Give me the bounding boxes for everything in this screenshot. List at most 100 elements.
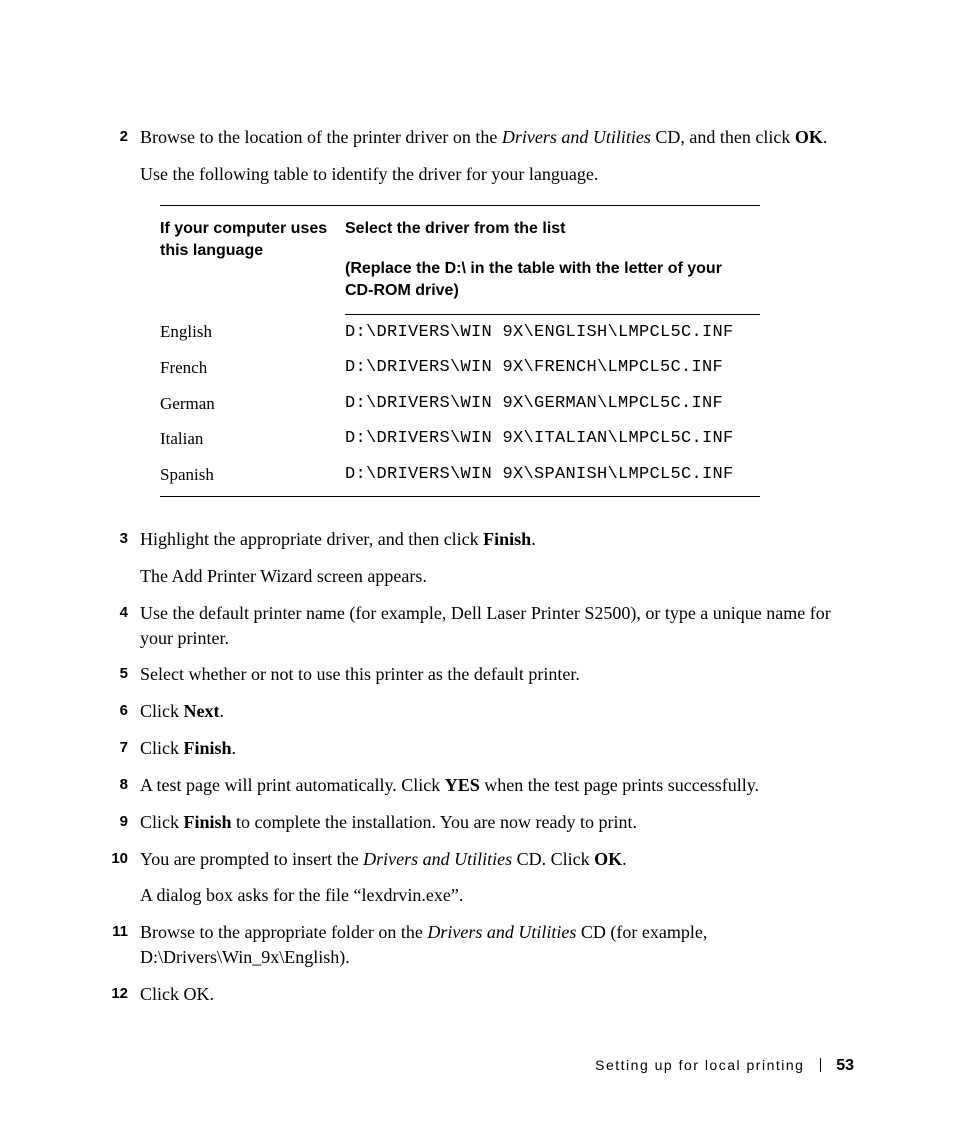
step-number: 5 — [100, 662, 128, 682]
step-number: 7 — [100, 736, 128, 756]
cd-title: Drivers and Utilities — [363, 849, 512, 869]
table-row: English D:\DRIVERS\WIN 9X\ENGLISH\LMPCL5… — [160, 314, 760, 350]
table-row: Spanish D:\DRIVERS\WIN 9X\SPANISH\LMPCL5… — [160, 457, 760, 497]
step-10-paragraph-2: A dialog box asks for the file “lexdrvin… — [140, 883, 854, 908]
lang-cell: English — [160, 314, 345, 350]
text: Click — [140, 701, 184, 721]
lang-cell: Spanish — [160, 457, 345, 497]
driver-table: If your computer uses this language Sele… — [160, 205, 760, 498]
step-5: 5 Select whether or not to use this prin… — [100, 662, 854, 687]
step-body: Click Next. — [140, 699, 854, 724]
text: Click — [140, 738, 184, 758]
text: . — [232, 738, 237, 758]
step-8-paragraph-1: A test page will print automatically. Cl… — [140, 773, 854, 798]
step-body: Use the default printer name (for exampl… — [140, 601, 854, 651]
yes-label: YES — [445, 775, 480, 795]
step-4-paragraph-1: Use the default printer name (for exampl… — [140, 601, 854, 651]
col-header-driver-note: (Replace the D:\ in the table with the l… — [345, 250, 760, 315]
step-7-paragraph-1: Click Finish. — [140, 736, 854, 761]
text: Browse to the location of the printer dr… — [140, 127, 502, 147]
text: CD, and then click — [651, 127, 795, 147]
step-number: 2 — [100, 125, 128, 145]
finish-label: Finish — [184, 738, 232, 758]
step-2-paragraph-2: Use the following table to identify the … — [140, 162, 854, 187]
step-9: 9 Click Finish to complete the installat… — [100, 810, 854, 835]
step-number: 12 — [100, 982, 128, 1002]
next-label: Next — [184, 701, 220, 721]
text: . — [823, 127, 828, 147]
step-body: Click OK. — [140, 982, 854, 1007]
step-2-paragraph-1: Browse to the location of the printer dr… — [140, 125, 854, 150]
text: when the test page prints successfully. — [480, 775, 759, 795]
step-3-paragraph-1: Highlight the appropriate driver, and th… — [140, 527, 854, 552]
col-header-driver: Select the driver from the list — [345, 205, 760, 250]
step-6: 6 Click Next. — [100, 699, 854, 724]
step-9-paragraph-1: Click Finish to complete the installatio… — [140, 810, 854, 835]
lang-cell: Italian — [160, 421, 345, 456]
step-body: Click Finish to complete the installatio… — [140, 810, 854, 835]
cd-title: Drivers and Utilities — [502, 127, 651, 147]
step-number: 3 — [100, 527, 128, 547]
text: . — [531, 529, 536, 549]
step-body: You are prompted to insert the Drivers a… — [140, 847, 854, 909]
step-number: 9 — [100, 810, 128, 830]
text: . — [219, 701, 224, 721]
ok-label: OK — [795, 127, 823, 147]
text: Browse to the appropriate folder on the — [140, 922, 427, 942]
table-row: Italian D:\DRIVERS\WIN 9X\ITALIAN\LMPCL5… — [160, 421, 760, 456]
step-number: 11 — [100, 920, 128, 940]
step-7: 7 Click Finish. — [100, 736, 854, 761]
manual-page: 2 Browse to the location of the printer … — [0, 0, 954, 1145]
table-header-row-1: If your computer uses this language Sele… — [160, 205, 760, 250]
step-body: Browse to the appropriate folder on the … — [140, 920, 854, 970]
step-6-paragraph-1: Click Next. — [140, 699, 854, 724]
step-body: Click Finish. — [140, 736, 854, 761]
lang-cell: German — [160, 386, 345, 421]
table-row: French D:\DRIVERS\WIN 9X\FRENCH\LMPCL5C.… — [160, 350, 760, 385]
step-12-paragraph-1: Click OK. — [140, 982, 854, 1007]
lang-cell: French — [160, 350, 345, 385]
text: A test page will print automatically. Cl… — [140, 775, 445, 795]
footer-divider — [820, 1058, 821, 1072]
path-cell: D:\DRIVERS\WIN 9X\ITALIAN\LMPCL5C.INF — [345, 421, 760, 456]
step-4: 4 Use the default printer name (for exam… — [100, 601, 854, 651]
finish-label: Finish — [483, 529, 531, 549]
step-body: Highlight the appropriate driver, and th… — [140, 527, 854, 589]
step-3-paragraph-2: The Add Printer Wizard screen appears. — [140, 564, 854, 589]
ok-label: OK — [594, 849, 622, 869]
path-cell: D:\DRIVERS\WIN 9X\GERMAN\LMPCL5C.INF — [345, 386, 760, 421]
step-number: 4 — [100, 601, 128, 621]
text: You are prompted to insert the — [140, 849, 363, 869]
text: CD. Click — [512, 849, 594, 869]
path-cell: D:\DRIVERS\WIN 9X\SPANISH\LMPCL5C.INF — [345, 457, 760, 497]
step-11: 11 Browse to the appropriate folder on t… — [100, 920, 854, 970]
step-body: A test page will print automatically. Cl… — [140, 773, 854, 798]
step-body: Browse to the location of the printer dr… — [140, 125, 854, 515]
step-number: 10 — [100, 847, 128, 867]
driver-table-wrap: If your computer uses this language Sele… — [160, 205, 854, 498]
step-body: Select whether or not to use this printe… — [140, 662, 854, 687]
text: Highlight the appropriate driver, and th… — [140, 529, 483, 549]
step-3: 3 Highlight the appropriate driver, and … — [100, 527, 854, 589]
section-title: Setting up for local printing — [595, 1057, 804, 1073]
page-footer: Setting up for local printing 53 — [595, 1057, 854, 1075]
step-2: 2 Browse to the location of the printer … — [100, 125, 854, 515]
cd-title: Drivers and Utilities — [427, 922, 576, 942]
text: Click — [140, 812, 184, 832]
step-number: 8 — [100, 773, 128, 793]
step-11-paragraph-1: Browse to the appropriate folder on the … — [140, 920, 854, 970]
step-number: 6 — [100, 699, 128, 719]
step-10-paragraph-1: You are prompted to insert the Drivers a… — [140, 847, 854, 872]
text: . — [622, 849, 627, 869]
step-10: 10 You are prompted to insert the Driver… — [100, 847, 854, 909]
path-cell: D:\DRIVERS\WIN 9X\ENGLISH\LMPCL5C.INF — [345, 314, 760, 350]
col-header-language: If your computer uses this language — [160, 205, 345, 314]
step-12: 12 Click OK. — [100, 982, 854, 1007]
step-5-paragraph-1: Select whether or not to use this printe… — [140, 662, 854, 687]
table-row: German D:\DRIVERS\WIN 9X\GERMAN\LMPCL5C.… — [160, 386, 760, 421]
path-cell: D:\DRIVERS\WIN 9X\FRENCH\LMPCL5C.INF — [345, 350, 760, 385]
step-8: 8 A test page will print automatically. … — [100, 773, 854, 798]
finish-label: Finish — [184, 812, 232, 832]
text: to complete the installation. You are no… — [232, 812, 637, 832]
page-number: 53 — [836, 1057, 854, 1074]
